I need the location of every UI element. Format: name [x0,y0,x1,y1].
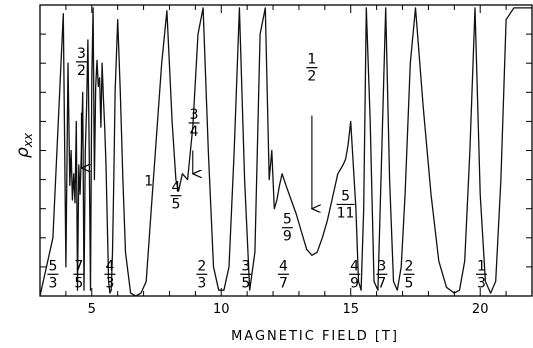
fraction-denominator: 11 [337,205,355,221]
fraction-label: 511 [336,188,355,221]
series-layer [39,7,532,297]
fraction-denominator: 5 [405,275,414,291]
fraction-denominator: 7 [377,275,386,291]
fraction-label: 43 [104,258,116,291]
fraction-numerator: 4 [279,258,288,274]
y-ticks [40,4,532,297]
fraction-label: 47 [277,258,289,291]
fraction-numerator: 3 [77,46,86,62]
fraction-denominator: 5 [241,275,250,291]
fraction-denominator: 3 [477,275,486,291]
x-axis-label: MAGNETIC FIELD [T] [231,329,399,344]
fraction-label: 49 [349,258,361,291]
fraction-numerator: 7 [74,258,83,274]
fraction-label: 53 [47,258,59,291]
fraction-label: 23 [196,258,208,291]
fraction-label: 59 [281,212,293,245]
y-axis-label-main: ρ [13,147,33,158]
rho-xx-series-line [39,7,532,297]
fraction-numerator: 1 [307,52,316,68]
fraction-numerator: 2 [405,258,414,274]
fraction-denominator: 2 [307,69,316,85]
fraction-denominator: 7 [279,275,288,291]
fraction-denominator: 2 [77,63,86,79]
fraction-label: 32 [75,46,87,79]
x-tick-label: 20 [472,302,489,317]
fraction-numerator: 1 [477,258,486,274]
fraction-label: 34 [188,107,200,140]
fraction-denominator: 9 [350,275,359,291]
fraction-numerator: 3 [377,258,386,274]
fraction-numerator: 4 [350,258,359,274]
fraction-label: 13 [476,258,488,291]
fraction-label: 37 [376,258,388,291]
fraction-numerator: 5 [48,258,57,274]
y-axis-label-sub: xx [21,132,35,148]
fraction-denominator: 3 [197,275,206,291]
fraction-numerator: 3 [241,258,250,274]
fraction-numerator: 4 [105,258,114,274]
fraction-label: 12 [306,52,318,85]
fraction-numerator: 2 [197,258,206,274]
fraction-label: 75 [73,258,85,291]
fraction-label: 35 [240,258,252,291]
fraction-denominator: 3 [105,275,114,291]
fraction-denominator: 5 [74,275,83,291]
fraction-denominator: 9 [283,229,292,245]
fraction-label: 25 [403,258,415,291]
fraction-denominator: 4 [190,124,199,140]
fraction-label: 45 [170,180,182,213]
fraction-numerator: 4 [171,180,180,196]
y-axis-label: ρxx [13,132,35,158]
fraction-denominator: 3 [48,275,57,291]
x-tick-label: 10 [213,302,230,317]
x-tick-label: 5 [88,302,96,317]
fraction-numerator: 3 [190,107,199,123]
x-tick-label: 15 [342,302,359,317]
plain-label: 1 [144,173,153,189]
fraction-numerator: 5 [283,212,292,228]
fraction-denominator: 5 [171,197,180,213]
fraction-numerator: 5 [341,188,350,204]
x-ticks: 5 10 15 20 [39,5,533,317]
